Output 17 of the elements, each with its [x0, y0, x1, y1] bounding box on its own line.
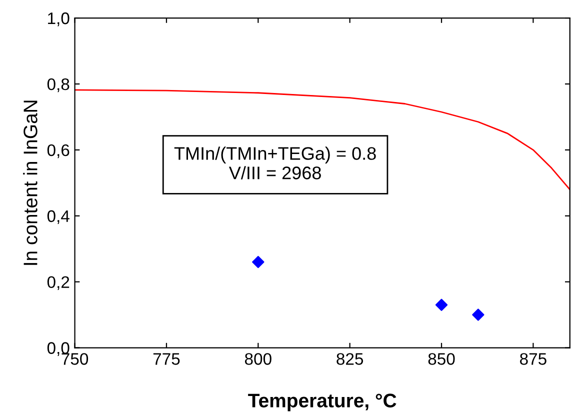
x-tick-label: 800 [244, 353, 272, 365]
x-tick-label: 825 [336, 353, 364, 365]
x-axis-title: Temperature, °C [248, 394, 396, 412]
point [435, 298, 448, 311]
y-tick-label: 0,2 [47, 276, 70, 290]
x-tick-label: 875 [520, 353, 546, 365]
y-axis-title: In content in InGaN [23, 100, 38, 265]
annotation: TMIn/(TMIn+TEGa) = 0.8 V/III = 2968 [174, 146, 376, 180]
point [472, 308, 484, 321]
y-tick-label: 1,0 [48, 12, 70, 26]
y-tick-label: 0,4 [47, 210, 70, 224]
x-tick-label: 775 [153, 353, 180, 365]
y-tick-label: 0,8 [47, 78, 70, 92]
y-tick-label: 0,6 [47, 144, 70, 158]
point [252, 256, 264, 268]
line-series [74, 89, 570, 190]
x-tick-label: 850 [428, 353, 455, 365]
